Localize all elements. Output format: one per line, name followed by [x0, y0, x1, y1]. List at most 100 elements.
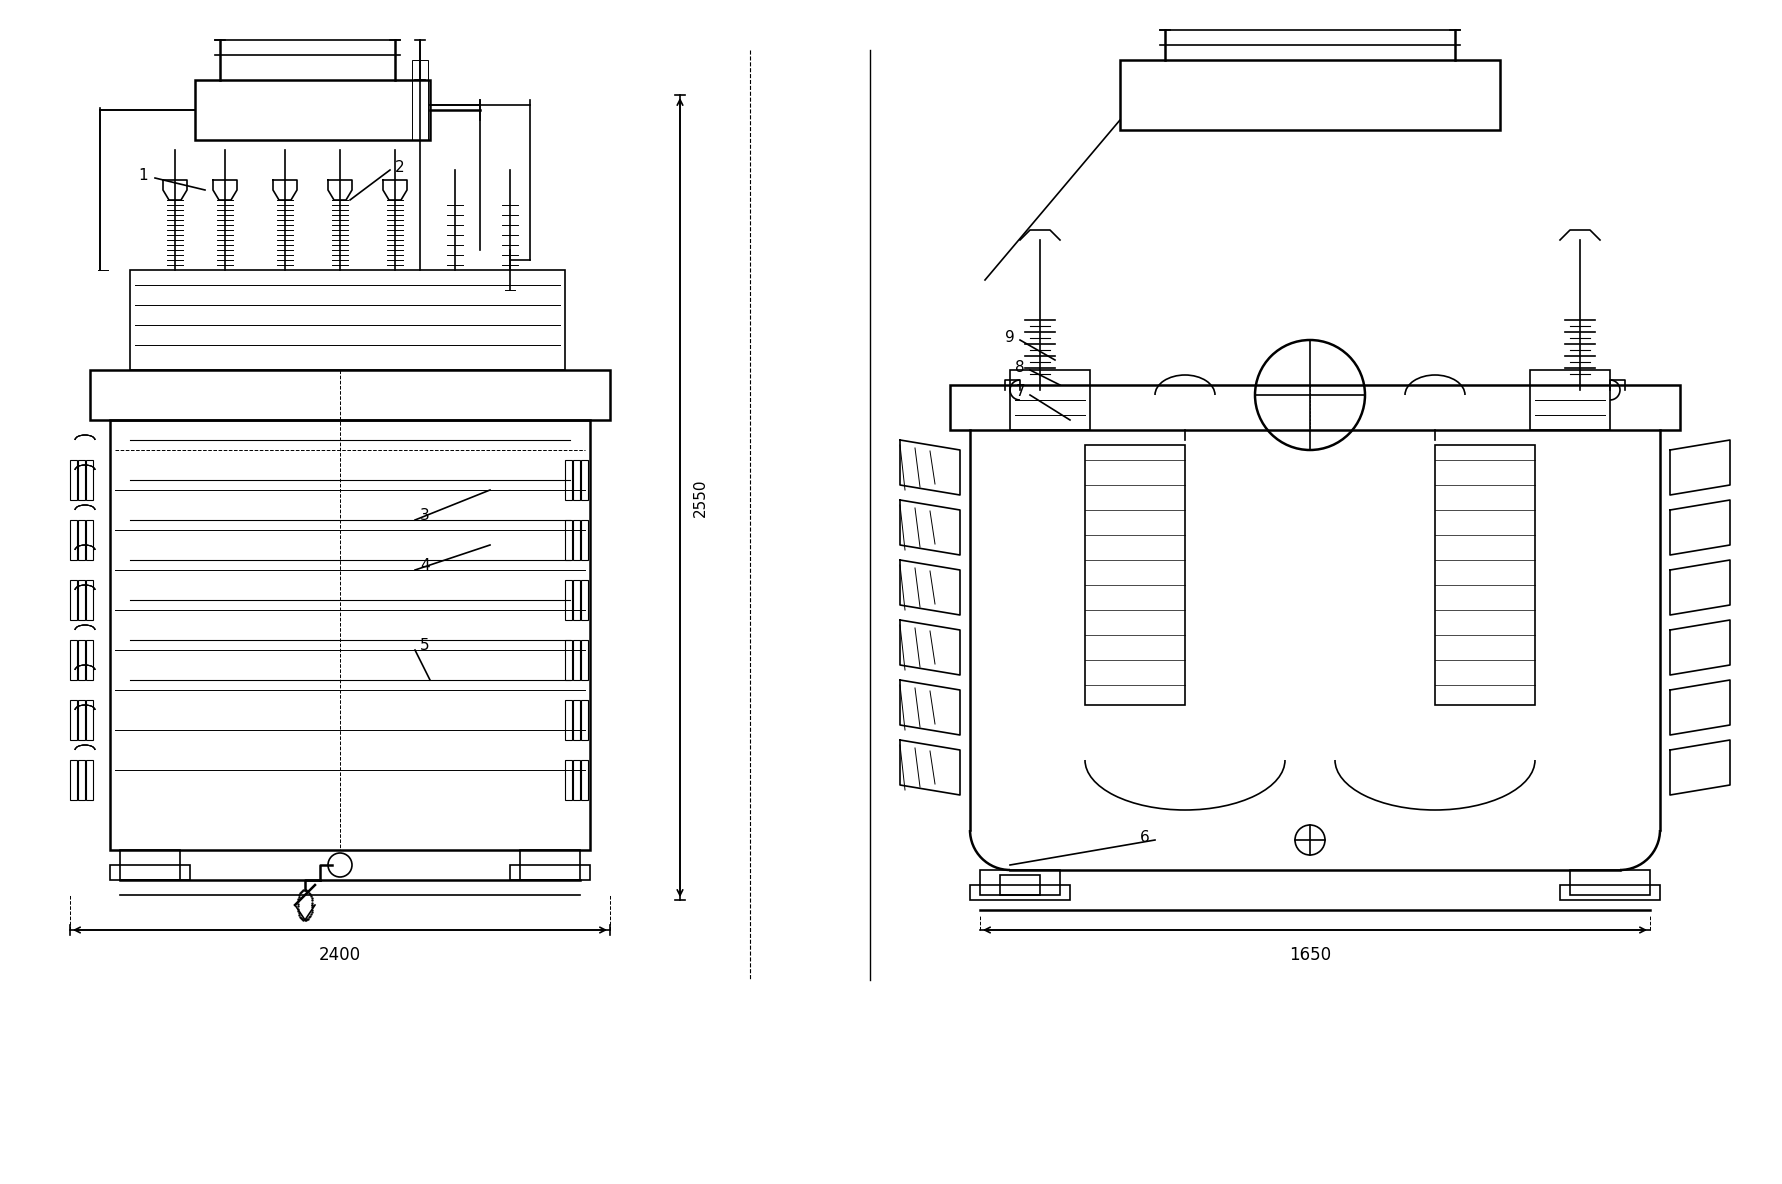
- Bar: [565, 461, 572, 500]
- Text: 1650: 1650: [1288, 946, 1331, 964]
- Bar: [565, 580, 572, 620]
- Point: [298, 888, 326, 907]
- Bar: [69, 760, 77, 800]
- Bar: [78, 461, 86, 500]
- Bar: [950, 385, 1679, 430]
- Point: [294, 908, 323, 927]
- Point: [294, 882, 323, 901]
- Point: [289, 910, 317, 929]
- Bar: [1559, 884, 1659, 900]
- Bar: [520, 850, 579, 880]
- Point: [285, 884, 314, 903]
- Bar: [1000, 875, 1039, 895]
- Bar: [86, 700, 93, 740]
- Point: [289, 881, 317, 900]
- Bar: [69, 461, 77, 500]
- Point: [283, 899, 312, 918]
- Bar: [412, 60, 428, 140]
- Text: 4: 4: [421, 558, 429, 573]
- Bar: [69, 641, 77, 680]
- Point: [294, 909, 323, 928]
- Bar: [572, 580, 579, 620]
- Bar: [1085, 445, 1185, 704]
- Point: [298, 900, 326, 919]
- Bar: [565, 641, 572, 680]
- Point: [298, 897, 326, 916]
- Text: 5: 5: [421, 637, 429, 652]
- Point: [285, 888, 314, 907]
- Point: [285, 886, 314, 905]
- Point: [283, 889, 312, 908]
- Bar: [565, 700, 572, 740]
- Bar: [572, 760, 579, 800]
- Point: [283, 894, 312, 913]
- Point: [287, 882, 315, 901]
- Text: 2: 2: [396, 160, 405, 174]
- Point: [289, 882, 317, 901]
- Bar: [581, 580, 588, 620]
- Bar: [69, 580, 77, 620]
- Bar: [130, 270, 565, 369]
- Bar: [110, 420, 590, 850]
- Point: [292, 881, 321, 900]
- Bar: [980, 870, 1060, 895]
- Text: 8: 8: [1014, 360, 1025, 374]
- Point: [283, 896, 312, 915]
- Text: 6: 6: [1140, 830, 1149, 844]
- Bar: [78, 520, 86, 560]
- Bar: [86, 641, 93, 680]
- Bar: [194, 81, 429, 140]
- Bar: [1119, 60, 1499, 130]
- Bar: [565, 520, 572, 560]
- Bar: [572, 461, 579, 500]
- Bar: [581, 700, 588, 740]
- Point: [298, 902, 326, 921]
- Bar: [572, 520, 579, 560]
- Point: [298, 895, 326, 914]
- Bar: [86, 580, 93, 620]
- Bar: [581, 641, 588, 680]
- Bar: [89, 369, 609, 420]
- Bar: [1435, 445, 1534, 704]
- Point: [290, 910, 319, 929]
- Bar: [86, 461, 93, 500]
- Point: [292, 910, 321, 929]
- Point: [298, 890, 326, 909]
- Point: [292, 881, 321, 900]
- Bar: [78, 580, 86, 620]
- Bar: [69, 520, 77, 560]
- Text: 7: 7: [1014, 385, 1025, 399]
- Point: [287, 908, 315, 927]
- Bar: [565, 760, 572, 800]
- Point: [283, 892, 312, 910]
- Bar: [110, 866, 191, 880]
- Bar: [69, 700, 77, 740]
- Point: [290, 881, 319, 900]
- Bar: [1009, 369, 1089, 430]
- Text: 2400: 2400: [319, 946, 362, 964]
- Point: [285, 907, 314, 926]
- Bar: [581, 520, 588, 560]
- Bar: [581, 461, 588, 500]
- Point: [294, 883, 323, 902]
- Bar: [119, 850, 180, 880]
- Point: [289, 909, 317, 928]
- Point: [296, 887, 324, 906]
- Bar: [78, 700, 86, 740]
- Bar: [78, 641, 86, 680]
- Bar: [572, 700, 579, 740]
- Point: [292, 910, 321, 929]
- Point: [285, 906, 314, 925]
- Point: [296, 905, 324, 924]
- Bar: [581, 760, 588, 800]
- Text: 9: 9: [1005, 329, 1014, 345]
- Bar: [86, 520, 93, 560]
- Bar: [969, 884, 1069, 900]
- Text: 2550: 2550: [691, 478, 707, 516]
- Point: [285, 903, 314, 922]
- Point: [298, 893, 326, 912]
- Point: [296, 906, 324, 925]
- Bar: [1529, 369, 1609, 430]
- Point: [283, 901, 312, 920]
- Text: 1: 1: [139, 167, 148, 182]
